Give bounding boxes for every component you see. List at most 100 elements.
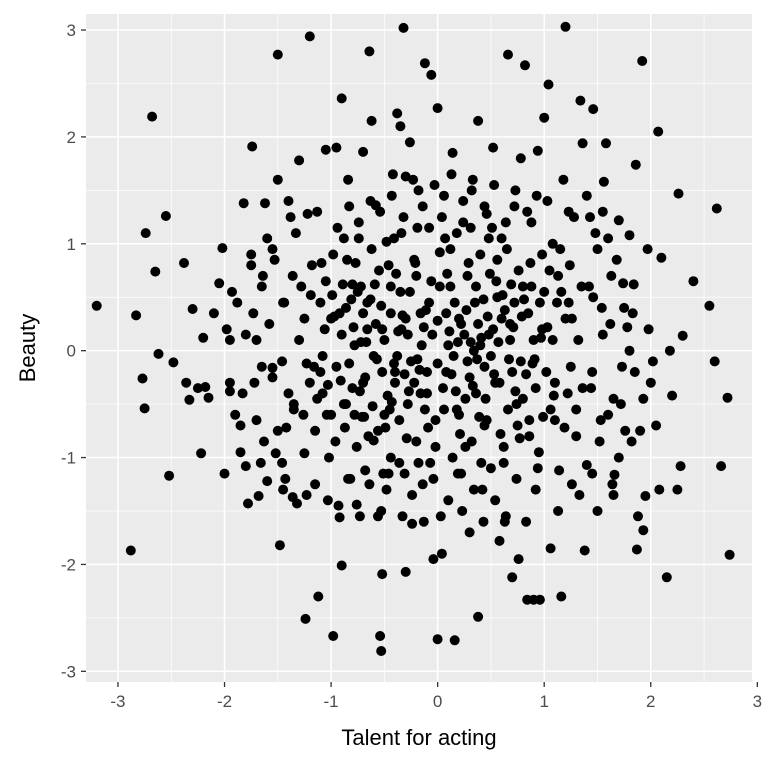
data-point	[320, 276, 331, 287]
y-tick-label: 0	[67, 342, 76, 361]
data-point	[181, 377, 192, 388]
data-point	[499, 305, 510, 316]
data-point	[588, 104, 599, 115]
data-point	[565, 361, 576, 372]
data-point	[543, 79, 554, 90]
data-point	[471, 281, 481, 292]
data-point	[438, 383, 448, 394]
data-point	[354, 386, 365, 397]
data-point	[483, 233, 494, 244]
data-point	[473, 611, 484, 622]
data-point	[344, 201, 355, 212]
data-point	[628, 279, 639, 290]
data-point	[497, 290, 508, 301]
data-point	[457, 506, 468, 516]
data-point	[338, 399, 349, 410]
data-point	[274, 540, 285, 551]
data-point	[401, 433, 412, 444]
y-tick-label: 3	[67, 21, 76, 40]
data-point	[711, 203, 722, 214]
data-point	[331, 361, 342, 372]
data-point	[598, 176, 609, 187]
data-point	[240, 329, 251, 340]
data-point	[347, 383, 358, 394]
y-tick-label: 1	[67, 235, 76, 254]
data-point	[630, 159, 641, 170]
data-point	[415, 388, 426, 399]
data-point	[278, 297, 289, 308]
data-point	[179, 258, 189, 268]
data-point	[296, 281, 307, 292]
y-tick-label: -2	[61, 555, 76, 574]
data-point	[376, 506, 387, 516]
data-point	[529, 354, 540, 365]
data-point	[361, 337, 372, 348]
data-point	[590, 228, 601, 239]
data-point	[385, 308, 396, 319]
data-point	[667, 390, 678, 401]
data-point	[140, 228, 151, 239]
data-point	[224, 386, 235, 397]
data-point	[638, 393, 649, 404]
data-point	[442, 268, 453, 279]
data-points	[91, 21, 735, 656]
data-point	[217, 243, 228, 254]
data-point	[429, 180, 440, 190]
data-point	[137, 373, 148, 384]
data-point	[272, 174, 283, 185]
data-point	[397, 310, 408, 321]
data-point	[380, 422, 391, 433]
data-point	[269, 254, 280, 265]
data-point	[503, 49, 513, 60]
data-point	[363, 431, 374, 442]
data-point	[338, 233, 349, 244]
data-point	[472, 354, 483, 365]
data-point	[411, 436, 422, 447]
data-point	[371, 354, 382, 365]
data-point	[278, 484, 289, 495]
data-point	[608, 393, 619, 404]
data-point	[409, 377, 420, 388]
data-point	[168, 357, 179, 368]
data-point	[413, 457, 424, 468]
data-point	[386, 190, 397, 201]
data-point	[280, 473, 291, 484]
data-point	[395, 121, 406, 132]
data-point	[327, 290, 338, 301]
data-point	[617, 361, 627, 372]
data-point	[566, 479, 577, 490]
data-point	[317, 351, 328, 361]
data-point	[609, 469, 620, 480]
data-point	[376, 646, 387, 656]
data-point	[487, 222, 497, 233]
data-point	[351, 441, 362, 452]
data-point	[530, 383, 541, 394]
data-point	[541, 367, 552, 377]
data-point	[436, 548, 447, 559]
data-point	[366, 244, 377, 255]
data-point	[509, 297, 520, 308]
data-point	[675, 461, 686, 472]
data-point	[235, 447, 246, 458]
data-point	[287, 270, 298, 281]
data-point	[469, 297, 480, 308]
data-point	[562, 388, 573, 399]
data-point	[208, 308, 219, 319]
data-point	[511, 473, 522, 484]
data-point	[434, 281, 445, 292]
data-point	[436, 212, 447, 223]
data-point	[390, 377, 400, 388]
data-point	[512, 420, 523, 431]
data-point	[336, 560, 347, 571]
data-point	[349, 409, 360, 420]
data-point	[147, 111, 158, 122]
data-point	[423, 422, 434, 433]
x-axis: -3 -2 -1 0 1 2 3	[110, 682, 762, 711]
x-tick-label: -1	[324, 692, 339, 711]
data-point	[587, 468, 598, 479]
data-point	[476, 332, 487, 343]
data-point	[375, 206, 386, 217]
data-point	[370, 319, 381, 329]
data-point	[343, 174, 354, 185]
data-point	[430, 441, 441, 452]
